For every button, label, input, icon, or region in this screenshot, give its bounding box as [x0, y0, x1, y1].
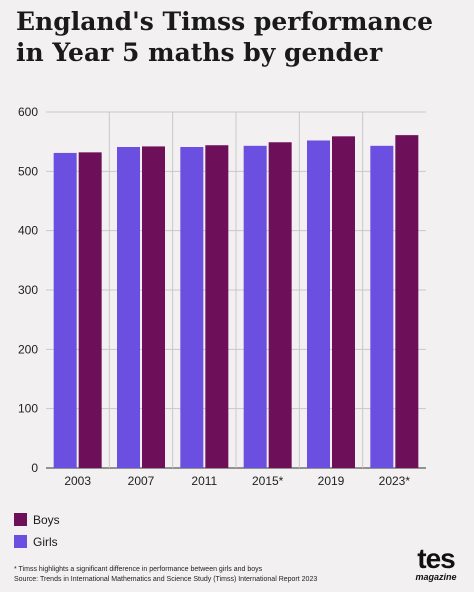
- footnote: * Timss highlights a significant differe…: [14, 565, 394, 585]
- bar-girls-2003: [53, 152, 77, 468]
- x-tick-label: 2023*: [379, 474, 411, 488]
- legend-swatch-boys: [14, 513, 27, 526]
- y-tick-label: 400: [18, 224, 38, 238]
- legend-item-boys: Boys: [14, 510, 60, 529]
- x-tick-label: 2015*: [252, 474, 284, 488]
- bar-girls-2007: [117, 147, 140, 469]
- x-tick-label: 2019: [318, 474, 345, 488]
- x-tick-label: 2011: [191, 474, 217, 488]
- bar-boys-2019: [332, 136, 355, 468]
- y-tick-label: 500: [18, 164, 38, 178]
- legend-swatch-girls: [14, 535, 27, 548]
- y-tick-label: 0: [31, 461, 38, 475]
- legend-item-girls: Girls: [14, 532, 60, 551]
- legend-label-boys: Boys: [33, 512, 60, 527]
- y-tick-label: 100: [18, 402, 38, 416]
- bar-boys-2011: [205, 145, 229, 468]
- tes-magazine-logo: tes magazine: [410, 543, 462, 583]
- bar-girls-2015: [243, 145, 267, 468]
- bar-girls-2011: [180, 147, 204, 469]
- footnote-note: * Timss highlights a significant differe…: [14, 566, 263, 573]
- x-tick-label: 2003: [64, 474, 91, 488]
- bar-boys-2007: [142, 146, 165, 468]
- chart-title: England's Timss performance in Year 5 ma…: [16, 7, 434, 67]
- y-tick-label: 300: [18, 283, 38, 297]
- logo-main: tes: [417, 543, 455, 574]
- bar-chart: 0 100 200 300 400 500 600 2003 2007 2011 2015* 201…: [18, 105, 426, 488]
- y-tick-label: 600: [18, 105, 38, 119]
- y-tick-labels: 0 100 200 300 400 500 600: [18, 105, 38, 475]
- logo-sub: magazine: [415, 572, 457, 582]
- x-tick-label: 2007: [128, 474, 155, 488]
- bar-boys-2003: [78, 152, 102, 468]
- bar-boys-2023: [395, 135, 419, 468]
- y-tick-label: 200: [18, 342, 38, 356]
- footnote-source: Source: Trends in International Mathemat…: [14, 576, 318, 583]
- bar-girls-2023: [370, 145, 394, 468]
- grid-lines: [46, 111, 426, 469]
- x-tick-labels: 2003 2007 2011 2015* 2019 2023*: [64, 474, 410, 488]
- legend: Boys Girls: [14, 510, 60, 554]
- bar-girls-2019: [307, 140, 330, 469]
- bar-boys-2015: [268, 142, 292, 468]
- legend-label-girls: Girls: [33, 534, 58, 549]
- bars: [53, 135, 419, 469]
